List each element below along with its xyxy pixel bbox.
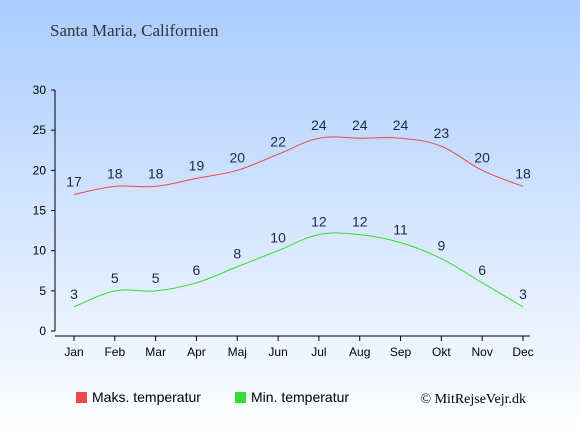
max-temperature-label: 17 [66, 173, 82, 189]
chart-legend: Maks. temperatur Min. temperatur [76, 389, 349, 405]
y-tick-label: 5 [39, 284, 46, 298]
max-temperature-label: 20 [229, 149, 245, 165]
min-temperature-label: 12 [311, 214, 327, 230]
max-temperature-label: 24 [311, 117, 327, 133]
chart-credit: © MitRejseVejr.dk [420, 392, 526, 407]
max-temperature-label: 24 [352, 117, 368, 133]
x-tick-label: Mar [145, 345, 166, 359]
max-temperature-label: 23 [434, 125, 450, 141]
max-temperature-label: 18 [107, 165, 123, 181]
min-temperature-line [73, 232, 524, 308]
min-temperature-label: 3 [70, 286, 78, 302]
y-tick-label: 0 [39, 324, 46, 338]
x-tick-label: Nov [472, 345, 493, 359]
max-temperature-label: 19 [189, 157, 205, 173]
x-tick-label: Sep [390, 345, 412, 359]
x-tick-label: Maj [228, 345, 247, 359]
min-temperature-label: 5 [111, 270, 119, 286]
legend-label-max: Maks. temperatur [92, 389, 201, 405]
legend-swatch-min [235, 392, 246, 403]
y-tick-label: 15 [33, 204, 47, 218]
x-tick-label: Jul [311, 345, 326, 359]
x-tick-label: Apr [187, 345, 206, 359]
min-temperature-label: 6 [478, 262, 486, 278]
max-temperature-line [73, 136, 524, 195]
y-tick-label: 25 [33, 123, 47, 137]
min-temperature-label: 3 [519, 286, 527, 302]
max-temperature-label: 18 [148, 165, 164, 181]
min-temperature-label: 9 [437, 238, 445, 254]
x-tick-label: Jan [64, 345, 83, 359]
legend-swatch-max [76, 392, 87, 403]
min-temperature-label: 10 [270, 230, 286, 246]
chart-title: Santa Maria, Californien [50, 21, 219, 40]
y-tick-label: 20 [33, 163, 47, 177]
min-temperature-label: 6 [193, 262, 201, 278]
min-temperature-label: 8 [233, 246, 241, 262]
max-temperature-label: 20 [474, 149, 490, 165]
x-tick-label: Jun [268, 345, 287, 359]
x-tick-label: Feb [104, 345, 125, 359]
legend-label-min: Min. temperatur [251, 389, 349, 405]
min-temperature-label: 5 [152, 270, 160, 286]
chart-series [73, 136, 524, 308]
chart-axes: 0 5 10 15 20 25 30 Jan Feb Mar Apr Maj Jun Jul Aug Sep O… [33, 83, 534, 359]
max-temperature-label: 22 [270, 133, 286, 149]
max-temperature-label: 24 [393, 117, 409, 133]
y-tick-label: 30 [33, 83, 47, 97]
max-temperature-label: 18 [515, 165, 531, 181]
min-temperature-label: 12 [352, 214, 368, 230]
min-temperature-label: 11 [393, 222, 408, 238]
chart-data-labels: 17 18 18 19 20 22 24 24 24 23 20 18 3 5 5 6 8 10 12 12 11 9 6 3 [66, 117, 531, 302]
x-tick-label: Aug [349, 345, 370, 359]
x-tick-label: Dec [512, 345, 533, 359]
y-tick-label: 10 [33, 244, 47, 258]
x-tick-label: Okt [432, 345, 451, 359]
